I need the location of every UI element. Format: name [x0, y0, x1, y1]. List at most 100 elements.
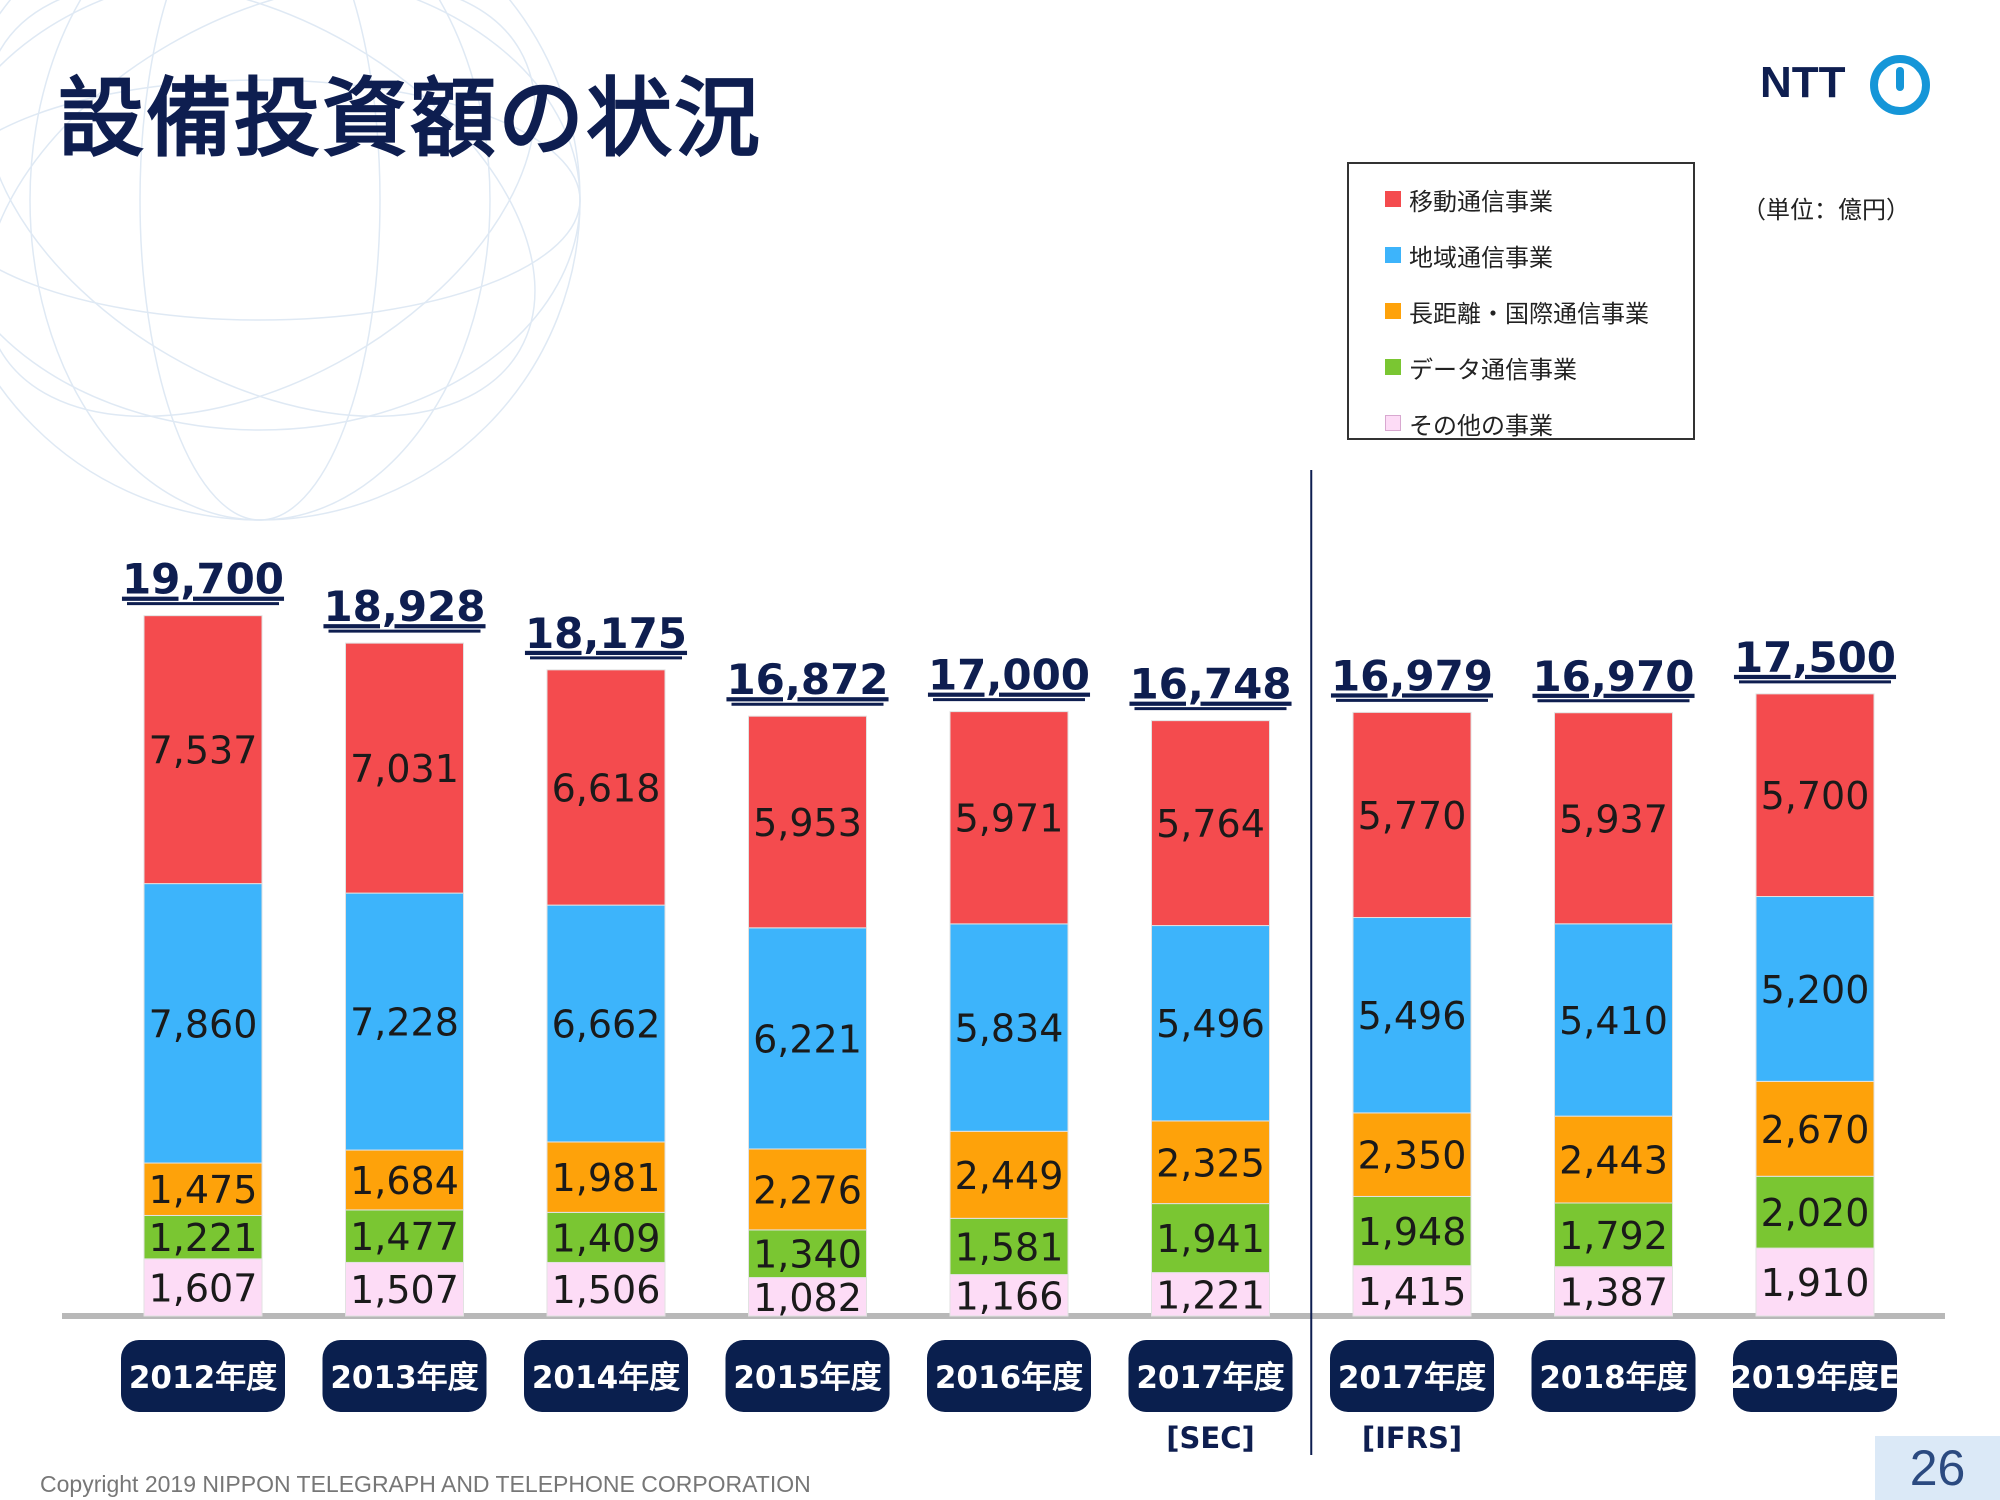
- bar-segment: [748, 1229, 867, 1279]
- bar-segment: [1755, 1080, 1875, 1177]
- segment-value-label: 1,415: [1358, 1270, 1467, 1314]
- bar-segment: [546, 1141, 666, 1213]
- segment-value-label: 5,496: [1156, 1002, 1265, 1046]
- segment-value-label: 7,860: [149, 1002, 258, 1046]
- bar-segment: [949, 711, 1069, 925]
- category-label: 2015年度: [733, 1360, 881, 1396]
- segment-value-label: 5,971: [955, 797, 1064, 841]
- bar-segment: [143, 883, 263, 1164]
- bar-segment: [949, 1130, 1069, 1219]
- bar-segment: [345, 1209, 464, 1263]
- segment-value-label: 2,670: [1761, 1108, 1870, 1152]
- bar-segment: [345, 1149, 464, 1211]
- bar-segment: [1352, 1112, 1472, 1197]
- total-value-label: 18,928: [323, 582, 485, 631]
- legend-swatch: [1385, 303, 1401, 319]
- category-pill: [1733, 1340, 1897, 1412]
- segment-value-label: 2,020: [1761, 1191, 1870, 1235]
- bar-segment: [143, 615, 263, 885]
- bar-segment: [1554, 1115, 1673, 1204]
- category-label: 2017年度: [1338, 1360, 1486, 1396]
- category-label: 2017年度: [1136, 1360, 1284, 1396]
- legend-label: データ通信事業: [1409, 355, 1577, 384]
- legend-item: 移動通信事業: [1385, 184, 1553, 216]
- unit-note: （単位：億円）: [1742, 196, 1910, 224]
- bar-segment: [1554, 923, 1673, 1117]
- bar-segment: [748, 715, 867, 929]
- category-pill: [1128, 1340, 1293, 1412]
- bar-segment: [546, 904, 666, 1143]
- category-note: [SEC]: [1166, 1421, 1255, 1455]
- bar-segment: [748, 1277, 867, 1317]
- bar-segment: [1151, 925, 1270, 1122]
- category-note: [IFRS]: [1362, 1421, 1462, 1455]
- segment-value-label: 5,496: [1358, 994, 1467, 1038]
- segment-value-label: 2,350: [1358, 1134, 1467, 1178]
- page-title: 設備投資額の状況: [58, 69, 762, 169]
- bar-segment: [1554, 1266, 1673, 1317]
- bar-segment: [949, 1217, 1069, 1276]
- segment-value-label: 2,276: [753, 1168, 862, 1212]
- legend-item: その他の事業: [1385, 408, 1553, 440]
- bar-segment: [1151, 1203, 1270, 1274]
- segment-value-label: 2,325: [1156, 1141, 1265, 1185]
- bar-segment: [345, 1261, 464, 1317]
- segment-value-label: 5,700: [1761, 774, 1870, 818]
- segment-value-label: 5,834: [955, 1007, 1064, 1051]
- legend-label: 長距離・国際通信事業: [1409, 299, 1649, 328]
- segment-value-label: 1,340: [753, 1233, 862, 1277]
- segment-value-label: 1,607: [149, 1266, 258, 1310]
- category-pill: [725, 1340, 890, 1412]
- segment-value-label: 7,537: [149, 729, 258, 773]
- segment-value-label: 1,910: [1761, 1261, 1870, 1305]
- segment-value-label: 1,981: [552, 1156, 661, 1200]
- category-pill: [927, 1340, 1091, 1412]
- chart-legend: 移動通信事業 地域通信事業 長距離・国際通信事業 データ通信事業 その他の事業: [1347, 162, 1695, 440]
- bar-segment: [748, 927, 867, 1150]
- legend-swatch: [1385, 415, 1401, 431]
- segment-value-label: 1,387: [1559, 1270, 1668, 1314]
- segment-value-label: 6,618: [552, 766, 661, 810]
- category-label: 2013年度: [330, 1360, 478, 1396]
- bar-segment: [1755, 1247, 1875, 1317]
- segment-value-label: 1,581: [955, 1225, 1064, 1269]
- legend-label: その他の事業: [1409, 411, 1553, 440]
- bar-segment: [949, 1274, 1069, 1317]
- total-value-label: 16,748: [1129, 660, 1291, 709]
- bar-segment: [949, 923, 1069, 1132]
- bar-segment: [1151, 720, 1270, 927]
- segment-value-label: 1,948: [1358, 1210, 1467, 1254]
- segment-value-label: 1,684: [350, 1159, 459, 1203]
- total-value-label: 18,175: [525, 609, 687, 658]
- legend-item: データ通信事業: [1385, 352, 1577, 384]
- segment-value-label: 5,953: [753, 801, 862, 845]
- segment-value-label: 1,506: [552, 1268, 661, 1312]
- segment-value-label: 5,937: [1559, 797, 1668, 841]
- segment-value-label: 1,941: [1156, 1217, 1265, 1261]
- category-label: 2019年度E: [1730, 1360, 1899, 1396]
- bar-segment: [1755, 693, 1875, 898]
- segment-value-label: 1,082: [753, 1276, 862, 1320]
- bar-segment: [345, 642, 464, 894]
- category-pill: [322, 1340, 487, 1412]
- legend-swatch: [1385, 191, 1401, 207]
- bar-segment: [546, 669, 666, 906]
- legend-swatch: [1385, 359, 1401, 375]
- total-value-label: 17,500: [1734, 633, 1896, 682]
- ntt-logo-text: NTT: [1760, 58, 1846, 107]
- category-label: 2018年度: [1539, 1360, 1687, 1396]
- segment-value-label: 5,410: [1559, 999, 1668, 1043]
- total-value-label: 16,979: [1331, 651, 1493, 700]
- segment-value-label: 1,409: [552, 1216, 661, 1260]
- category-label: 2016年度: [935, 1360, 1083, 1396]
- segment-value-label: 1,221: [1156, 1273, 1265, 1317]
- segment-value-label: 7,228: [350, 1001, 459, 1045]
- category-pill: [524, 1340, 688, 1412]
- category-label: 2014年度: [532, 1360, 680, 1396]
- segment-value-label: 1,792: [1559, 1214, 1668, 1258]
- segment-value-label: 6,662: [552, 1003, 661, 1047]
- legend-item: 地域通信事業: [1385, 240, 1553, 272]
- category-pill: [121, 1340, 285, 1412]
- globe-background-decoration: [0, 0, 581, 521]
- bar-segment: [345, 892, 464, 1151]
